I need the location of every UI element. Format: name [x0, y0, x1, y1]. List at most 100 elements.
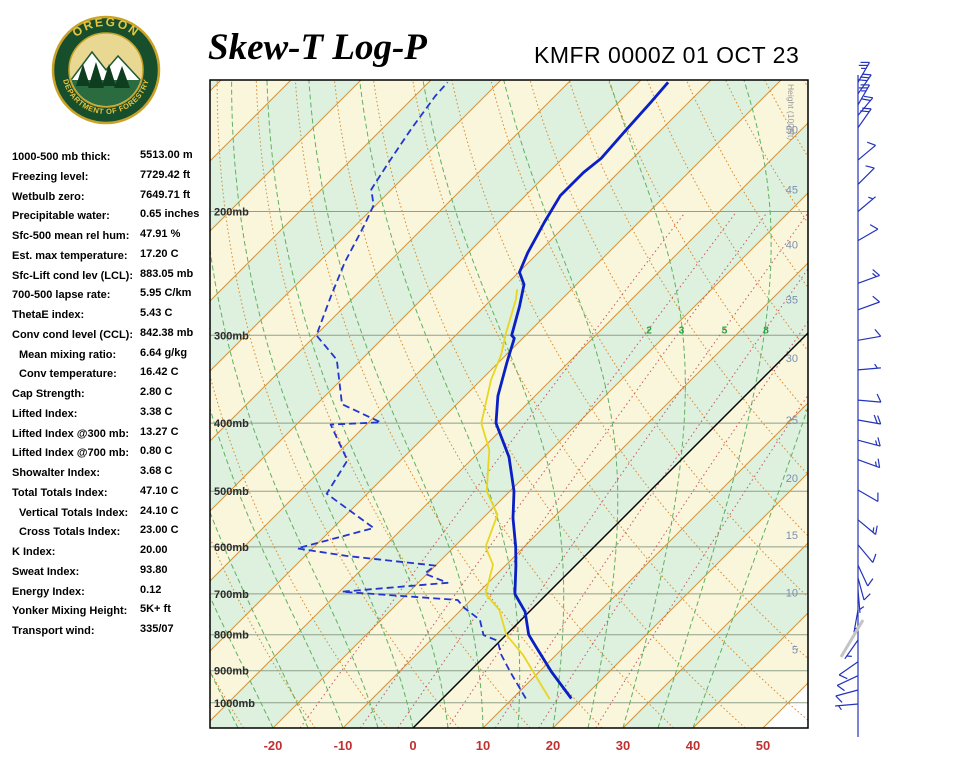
pressure-axis-label: 200mb [214, 207, 249, 219]
index-row: Freezing level: 7729.42 ft [12, 166, 210, 186]
tree-icon [76, 64, 90, 86]
wetbulb-trace [480, 289, 551, 700]
temp-axis-label: 10 [476, 738, 490, 753]
index-row: Showalter Index: 3.68 C [12, 462, 210, 482]
plot-area [210, 80, 808, 728]
temp-axis-label: -20 [264, 738, 283, 753]
index-value: 7649.71 ft [140, 188, 191, 201]
wind-barb [836, 675, 859, 692]
wind-barb [857, 363, 881, 371]
index-label: Precipitable water: [12, 210, 110, 223]
index-label: Sweat Index: [12, 565, 80, 578]
height-axis-label: 50 [786, 125, 798, 137]
index-label: ThetaE index: [12, 309, 85, 321]
index-value: 5.43 C [140, 307, 173, 319]
index-row: Sweat Index: 93.80 [12, 561, 210, 581]
index-label: Transport wind: [12, 625, 95, 637]
wind-barb [835, 703, 859, 711]
tree-icon [114, 66, 130, 88]
temp-axis-label: 50 [756, 738, 770, 753]
index-value: 5.95 C/km [140, 287, 192, 300]
index-value: 883.05 mb [140, 267, 194, 280]
wind-barb [857, 141, 876, 161]
wind-barb [857, 577, 871, 601]
index-row: Sfc-500 mean rel hum: 47.91 % [12, 225, 210, 245]
height-axis-label: 30 [786, 353, 798, 365]
pressure-axis-label: 600mb [214, 542, 249, 554]
height-axis-label: 20 [786, 473, 798, 485]
index-label: Cross Totals Index: [19, 526, 121, 539]
index-row: 1000-500 mb thick: 5513.00 m [12, 146, 210, 166]
missing-barb-mark [839, 619, 865, 658]
index-label: Lifted Index: [12, 407, 78, 420]
index-value: 842.38 mb [140, 326, 194, 339]
mixing-ratio-label: 3 [679, 325, 685, 336]
index-label: Mean mixing ratio: [19, 348, 117, 361]
wind-barb [857, 165, 875, 185]
wind-barb [835, 689, 859, 703]
height-axis-label: 40 [786, 240, 798, 252]
wind-barb [857, 61, 871, 83]
index-row: ThetaE index: 5.43 C [12, 304, 210, 324]
index-label: Conv temperature: [19, 368, 117, 381]
wind-barb [838, 661, 859, 680]
index-value: 13.27 C [140, 425, 179, 438]
height-axis-label: 5 [792, 645, 798, 657]
chart-border [209, 79, 809, 729]
index-label: Sfc-Lift cond lev (LCL): [12, 269, 133, 282]
index-value: 7729.42 ft [140, 168, 191, 181]
wind-barb [857, 107, 872, 129]
index-row: Lifted Index: 3.38 C [12, 403, 210, 423]
temperature-trace [494, 81, 670, 700]
height-axis-label: 25 [786, 415, 798, 427]
index-row: Precipitable water: 0.65 inches [12, 205, 210, 225]
index-value: 20.00 [140, 544, 168, 556]
wind-barb [857, 458, 881, 469]
station-datetime: KMFR 0000Z 01 OCT 23 [534, 42, 800, 68]
index-row: Yonker Mixing Height: 5K+ ft [12, 600, 210, 620]
index-value: 16.42 C [140, 366, 179, 379]
pressure-axis-label: 1000mb [214, 698, 255, 710]
wind-barb [857, 84, 871, 106]
pressure-axis-label: 900mb [214, 666, 249, 678]
index-row: K Index: 20.00 [12, 541, 210, 561]
zero-isotherm-line [412, 332, 808, 728]
wind-barb [857, 295, 880, 311]
index-label: Lifted Index @300 mb: [12, 427, 130, 440]
index-value: 47.10 C [140, 484, 179, 497]
index-row: Lifted Index @700 mb: 0.80 C [12, 442, 210, 462]
wind-barb [857, 393, 882, 403]
mixing-ratio-label: 5 [722, 325, 728, 336]
pressure-axis-label: 500mb [214, 486, 249, 498]
height-axis-title: Height (1000ft) [786, 84, 796, 140]
temp-axis-label: -10 [334, 738, 353, 753]
wind-barb-column [835, 61, 882, 737]
index-label: Sfc-500 mean rel hum: [12, 230, 130, 242]
index-label: 700-500 lapse rate: [12, 289, 111, 302]
index-value: 24.10 C [140, 504, 179, 517]
index-row: Sfc-Lift cond lev (LCL): 883.05 mb [12, 265, 210, 285]
index-value: 3.38 C [140, 405, 173, 418]
height-axis-label: 10 [786, 588, 798, 600]
index-value: 5K+ ft [140, 603, 171, 616]
index-label: 1000-500 mb thick: [12, 151, 111, 163]
wind-barb [857, 437, 881, 447]
index-label: K Index: [12, 546, 56, 558]
index-value: 3.68 C [140, 465, 173, 477]
wind-barb [857, 564, 874, 587]
pressure-axis-label: 400mb [214, 418, 249, 430]
index-value: 17.20 C [140, 247, 179, 260]
index-value: 0.12 [140, 583, 162, 596]
index-value: 23.00 C [140, 524, 179, 537]
index-value: 335/07 [140, 623, 174, 635]
indices-panel: 1000-500 mb thick: 5513.00 m Freezing leve… [12, 146, 210, 640]
index-label: Wetbulb zero: [12, 190, 85, 203]
tree-icon [88, 62, 104, 88]
index-value: 47.91 % [140, 228, 181, 240]
index-label: Conv cond level (CCL): [12, 328, 134, 341]
index-label: Showalter Index: [12, 467, 101, 479]
index-row: Wetbulb zero: 7649.71 ft [12, 186, 210, 206]
pressure-axis-label: 300mb [214, 330, 249, 342]
index-row: Mean mixing ratio: 6.64 g/kg [12, 344, 210, 364]
height-axis-label: 15 [786, 530, 798, 542]
